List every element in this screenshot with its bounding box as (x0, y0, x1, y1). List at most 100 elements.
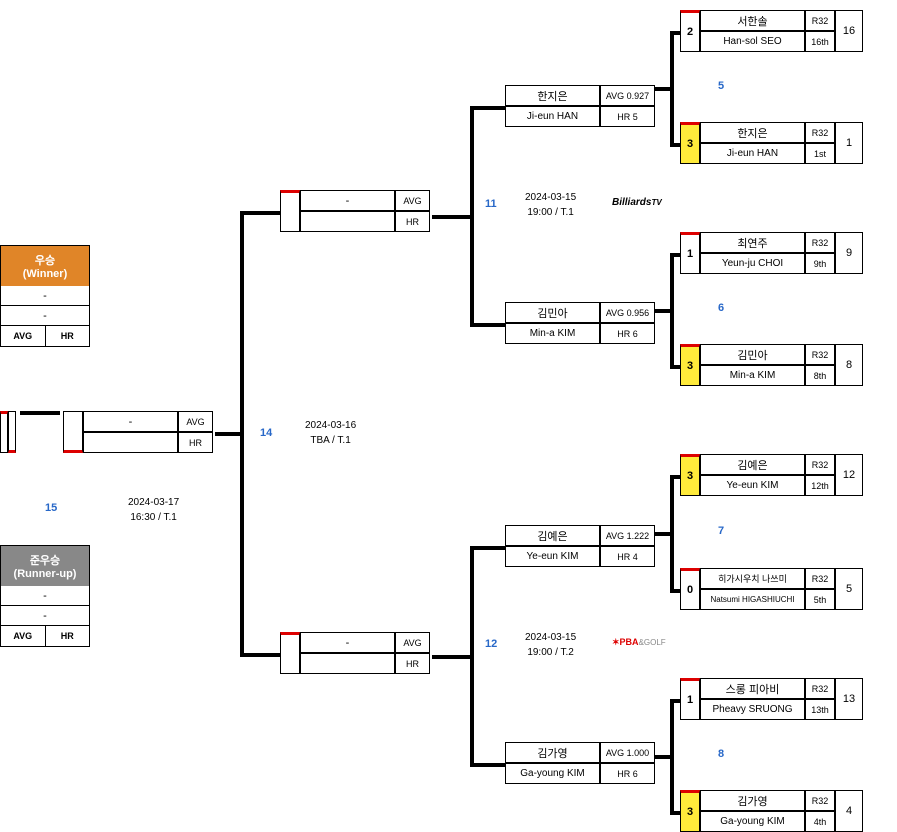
match-date: 2024-03-15 (525, 190, 576, 205)
position-label: 4th (805, 811, 835, 832)
position-label: 9th (805, 253, 835, 274)
winner-header: 우승 (Winner) (1, 246, 89, 286)
stat-avg-label: AVG (1, 626, 46, 646)
match-number: 15 (45, 502, 57, 514)
score-cell (280, 632, 300, 674)
r32-player: 3 김민아Min-a KIM R328th 8 (680, 344, 863, 386)
stat-hr-label: HR (46, 626, 90, 646)
seed-number: 1 (835, 122, 863, 164)
match-info: 2024-03-1519:00 / T.2 (525, 630, 576, 660)
stat-avg: AVG (395, 632, 430, 653)
round-label: R32 (805, 678, 835, 699)
player-name-en: Ye-eun KIM (700, 475, 805, 496)
player-name-en: Yeun-ju CHOI (700, 253, 805, 274)
seed-number: 5 (835, 568, 863, 610)
player-name-en: Natsumi HIGASHIUCHI (700, 589, 805, 610)
match-number: 7 (718, 525, 724, 537)
sf-player: -AVG HR (280, 190, 430, 232)
match-info: 2024-03-1519:00 / T.1 (525, 190, 576, 220)
winner-box: 우승 (Winner) - - AVG HR (0, 245, 90, 347)
seed-number: 13 (835, 678, 863, 720)
match-time: 19:00 / T.2 (525, 645, 576, 660)
qf-player: 한지은AVG 0.927 Ji-eun HANHR 5 (505, 85, 655, 127)
stat-avg: AVG 0.927 (600, 85, 655, 106)
r32-player: 2 서한솔Han-sol SEO R3216th 16 (680, 10, 863, 52)
match-number: 11 (485, 198, 497, 210)
stat-avg-label: AVG (1, 326, 46, 346)
runner-header: 준우승 (Runner-up) (1, 546, 89, 586)
stat-hr: HR 5 (600, 106, 655, 127)
final-slot-left (0, 411, 16, 453)
stat-hr: HR (395, 653, 430, 674)
player-name-ko: 김예은 (700, 454, 805, 475)
match-date: 2024-03-15 (525, 630, 576, 645)
player-name-en: Ga-young KIM (700, 811, 805, 832)
player-name-en: Ye-eun KIM (505, 546, 600, 567)
player-name-ko: 스롱 피아비 (700, 678, 805, 699)
player-name-ko: 한지은 (700, 122, 805, 143)
score-cell: 2 (680, 10, 700, 52)
seed-number: 12 (835, 454, 863, 496)
player-name-ko: 최연주 (700, 232, 805, 253)
billiards-tv-logo: BilliardsTV (612, 196, 662, 208)
r32-player: 1 스롱 피아비Pheavy SRUONG R3213th 13 (680, 678, 863, 720)
position-label: 16th (805, 31, 835, 52)
round-label: R32 (805, 344, 835, 365)
pba-tv-logo: ✶PBA&GOLF (612, 636, 666, 648)
seed-number: 4 (835, 790, 863, 832)
round-label: R32 (805, 122, 835, 143)
player-name-ko: 김가영 (505, 742, 600, 763)
match-number: 8 (718, 748, 724, 760)
score-cell: 3 (680, 790, 700, 832)
stat-hr: HR 6 (600, 323, 655, 344)
round-label: R32 (805, 568, 835, 589)
round-label: R32 (805, 232, 835, 253)
player-name-en: Han-sol SEO (700, 31, 805, 52)
match-number: 6 (718, 302, 724, 314)
player-name-ko: 김가영 (700, 790, 805, 811)
player-name-en: Min-a KIM (700, 365, 805, 386)
sf-player: -AVG HR (280, 632, 430, 674)
position-label: 8th (805, 365, 835, 386)
score-cell: 1 (680, 678, 700, 720)
score-cell: 0 (680, 568, 700, 610)
stat-avg: AVG (395, 190, 430, 211)
score-cell: 1 (680, 232, 700, 274)
match-date: 2024-03-17 (128, 495, 179, 510)
match-info: 2024-03-16 TBA / T.1 (305, 418, 356, 448)
match-time: 19:00 / T.1 (525, 205, 576, 220)
player-name-ko: 김예은 (505, 525, 600, 546)
r32-player: 1 최연주Yeun-ju CHOI R329th 9 (680, 232, 863, 274)
player-name-en: Ji-eun HAN (700, 143, 805, 164)
runner-name-en: - (1, 606, 89, 626)
stat-hr-label: HR (46, 326, 90, 346)
stat-hr: HR (395, 211, 430, 232)
player-name-ko: - (300, 632, 395, 653)
final-player-name: - (83, 411, 178, 432)
final-slot-right: -AVG HR (63, 411, 213, 453)
winner-label-ko: 우승 (1, 252, 89, 268)
position-label: 1st (805, 143, 835, 164)
stat-avg: AVG 0.956 (600, 302, 655, 323)
runner-box: 준우승 (Runner-up) - - AVG HR (0, 545, 90, 647)
player-name-ko: - (300, 190, 395, 211)
match-time: TBA / T.1 (305, 433, 356, 448)
player-name-ko: 서한솔 (700, 10, 805, 31)
seed-number: 8 (835, 344, 863, 386)
player-name-ko: 한지은 (505, 85, 600, 106)
player-name-ko: 김민아 (700, 344, 805, 365)
score-cell: 3 (680, 122, 700, 164)
stat-hr: HR (178, 432, 213, 453)
runner-label-en: (Runner-up) (1, 568, 89, 580)
runner-label-ko: 준우승 (1, 552, 89, 568)
r32-player: 3 김예은Ye-eun KIM R3212th 12 (680, 454, 863, 496)
position-label: 5th (805, 589, 835, 610)
player-name-en: Pheavy SRUONG (700, 699, 805, 720)
stat-avg: AVG (178, 411, 213, 432)
final-player-name-en (83, 432, 178, 453)
match-number: 5 (718, 80, 724, 92)
player-name-en: Ji-eun HAN (505, 106, 600, 127)
position-label: 12th (805, 475, 835, 496)
winner-label-en: (Winner) (1, 268, 89, 280)
qf-player: 김가영AVG 1.000 Ga-young KIMHR 6 (505, 742, 655, 784)
